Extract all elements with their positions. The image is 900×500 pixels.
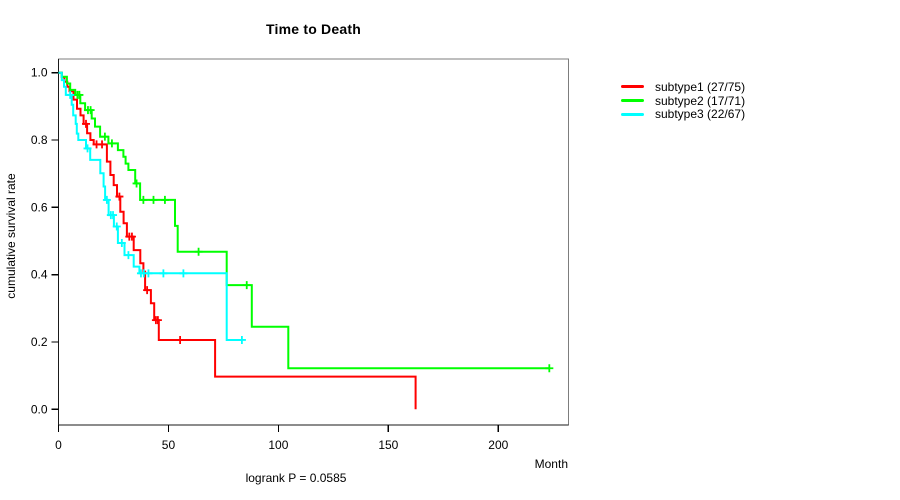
censor-marks-subtype3: [66, 90, 246, 344]
y-tick-label: 1.0: [31, 66, 48, 80]
y-tick-label: 0.8: [31, 133, 48, 147]
legend-label: subtype1 (27/75): [655, 79, 746, 94]
censor-marks-subtype2: [73, 90, 554, 373]
curve-subtype2: [58, 71, 550, 370]
legend-label: subtype2 (17/71): [655, 93, 746, 108]
legend-item-subtype3: subtype3 (22/67): [621, 107, 745, 121]
chart-title: Time to Death: [266, 21, 361, 37]
legend-label: subtype3 (22/67): [655, 107, 746, 122]
x-tick-label: 0: [55, 438, 62, 452]
y-axis-label: cumulative survival rate: [4, 173, 18, 299]
y-tick-label: 0.0: [31, 402, 48, 416]
plot-box: [57, 58, 570, 426]
y-tick-label: 0.6: [31, 200, 48, 214]
legend-item-subtype1: subtype1 (27/75): [621, 80, 745, 94]
legend-line-swatch: [621, 112, 644, 116]
y-tick-label: 0.4: [31, 268, 48, 282]
legend: subtype1 (27/75) subtype2 (17/71) subtype3…: [621, 80, 745, 121]
censor-marks-subtype1: [81, 119, 185, 344]
logrank-annotation: logrank P = 0.0585: [245, 471, 347, 485]
x-tick-label: 150: [378, 438, 398, 452]
x-tick-label: 200: [488, 438, 508, 452]
legend-line-swatch: [621, 85, 644, 89]
x-tick-label: 100: [268, 438, 288, 452]
legend-item-subtype2: subtype2 (17/71): [621, 94, 745, 108]
legend-line-swatch: [621, 99, 644, 103]
x-tick-label: 50: [162, 438, 176, 452]
curve-subtype1: [58, 71, 417, 410]
y-tick-label: 0.2: [31, 335, 48, 349]
x-axis-label: Month: [534, 457, 568, 471]
